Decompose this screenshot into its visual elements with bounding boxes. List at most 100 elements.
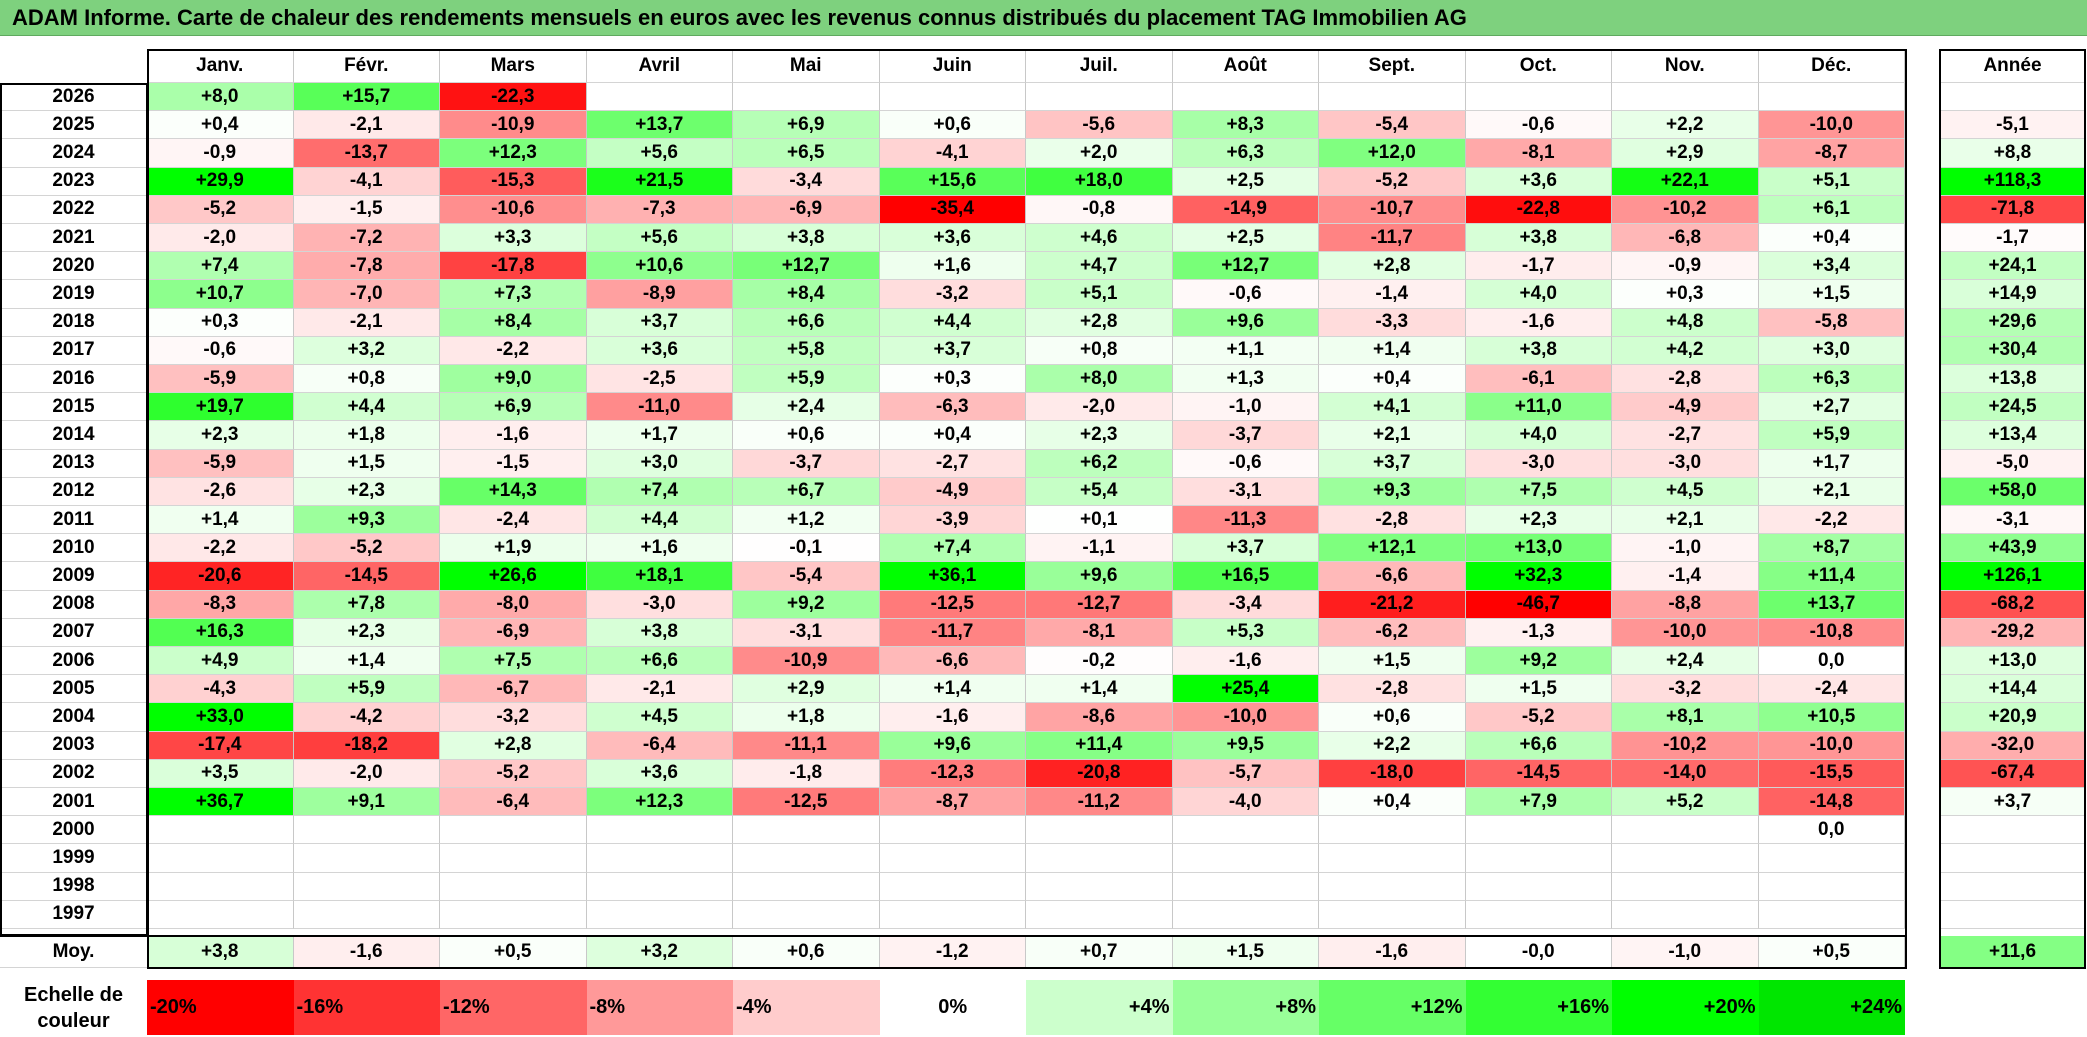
heatmap-cell: +9,3 — [293, 506, 440, 535]
color-scale-step: +8% — [1172, 980, 1319, 1035]
heatmap-cell: -5,2 — [293, 534, 440, 563]
heatmap-cell: -0,2 — [1026, 647, 1173, 676]
annual-cell: +8,8 — [1940, 139, 2086, 168]
heatmap-cell: +18,1 — [586, 562, 733, 591]
heatmap-cell: -5,2 — [1465, 703, 1612, 732]
heatmap-cell: +25,4 — [1172, 675, 1319, 704]
heatmap-cell: -18,2 — [293, 731, 440, 760]
heatmap-cell — [1172, 83, 1319, 112]
heatmap-cell: -2,2 — [1758, 506, 1905, 535]
heatmap-cell: +19,7 — [147, 393, 294, 422]
row-year-label: 2019 — [0, 280, 147, 309]
heatmap-cell: +11,4 — [1026, 731, 1173, 760]
heatmap-cell — [586, 83, 733, 112]
annual-cell: +13,8 — [1940, 365, 2086, 394]
heatmap-cell: -21,2 — [1319, 590, 1466, 619]
heatmap-cell: -12,5 — [879, 590, 1026, 619]
heatmap-cell — [586, 900, 733, 929]
heatmap-cell: -7,2 — [293, 224, 440, 253]
annual-cell — [1940, 900, 2086, 929]
heatmap-cell: -12,7 — [1026, 590, 1173, 619]
heatmap-cell: -5,9 — [147, 449, 294, 478]
row-year-label: 2002 — [0, 759, 147, 788]
heatmap-cell: -4,2 — [293, 703, 440, 732]
heatmap-cell: -35,4 — [879, 195, 1026, 224]
heatmap-cell: +9,6 — [879, 731, 1026, 760]
row-year-label: 2003 — [0, 731, 147, 760]
heatmap-cell: +2,4 — [1612, 647, 1759, 676]
heatmap-cell: +0,1 — [1026, 506, 1173, 535]
heatmap-cell: +8,0 — [147, 83, 294, 112]
heatmap-cell — [440, 900, 587, 929]
annual-cell: +29,6 — [1940, 308, 2086, 337]
heatmap-cell: +13,0 — [1465, 534, 1612, 563]
row-year-label: 2016 — [0, 365, 147, 394]
heatmap-cell: +0,4 — [1319, 788, 1466, 817]
heatmap-cell: -2,0 — [293, 759, 440, 788]
heatmap-cell: +1,6 — [586, 534, 733, 563]
column-header: Mars — [440, 49, 587, 83]
row-year-label: 1998 — [0, 872, 147, 901]
annual-cell: +58,0 — [1940, 477, 2086, 506]
heatmap-cell: +8,4 — [440, 308, 587, 337]
row-year-label: 2011 — [0, 506, 147, 535]
heatmap-cell: -15,3 — [440, 167, 587, 196]
heatmap-cell: +0,6 — [879, 111, 1026, 140]
heatmap-cell: +6,2 — [1026, 449, 1173, 478]
heatmap-cell — [879, 83, 1026, 112]
heatmap-cell: +4,0 — [1465, 280, 1612, 309]
heatmap-cell: +1,1 — [1172, 336, 1319, 365]
heatmap-cell: -10,2 — [1612, 731, 1759, 760]
heatmap-cell: -0,6 — [1172, 280, 1319, 309]
average-cell: +1,5 — [1172, 936, 1319, 968]
heatmap-cell: +3,8 — [586, 618, 733, 647]
heatmap-cell: -0,6 — [1465, 111, 1612, 140]
heatmap-cell: +2,5 — [1172, 224, 1319, 253]
heatmap-cell: -6,9 — [440, 618, 587, 647]
heatmap-cell — [586, 816, 733, 845]
heatmap-cell: +1,8 — [733, 703, 880, 732]
heatmap-cell: -1,4 — [1319, 280, 1466, 309]
heatmap-cell: +4,0 — [1465, 421, 1612, 450]
heatmap-cell: +8,3 — [1172, 111, 1319, 140]
heatmap-cell: +2,3 — [1026, 421, 1173, 450]
heatmap-cell: +2,2 — [1612, 111, 1759, 140]
heatmap-cell — [293, 816, 440, 845]
heatmap-cell: -0,9 — [147, 139, 294, 168]
heatmap-cell: +1,5 — [1319, 647, 1466, 676]
heatmap-cell: -6,4 — [440, 788, 587, 817]
heatmap-cell: +0,8 — [293, 365, 440, 394]
row-year-label: 2010 — [0, 534, 147, 563]
heatmap-cell: +5,4 — [1026, 477, 1173, 506]
row-year-label: 2026 — [0, 83, 147, 112]
heatmap-cell — [1172, 872, 1319, 901]
heatmap-cell: -1,6 — [1172, 647, 1319, 676]
heatmap-cell: -3,1 — [1172, 477, 1319, 506]
heatmap-cell: -2,2 — [440, 336, 587, 365]
annual-cell: +30,4 — [1940, 336, 2086, 365]
heatmap-cell: -7,0 — [293, 280, 440, 309]
heatmap-cell: -11,7 — [1319, 224, 1466, 253]
color-scale-step: +24% — [1758, 980, 1905, 1035]
heatmap-cell: -1,5 — [440, 449, 587, 478]
heatmap-cell — [1026, 872, 1173, 901]
heatmap-cell: +4,8 — [1612, 308, 1759, 337]
color-scale-step: -16% — [293, 980, 440, 1035]
heatmap-cell: +1,6 — [879, 252, 1026, 281]
heatmap-cell: +10,6 — [586, 252, 733, 281]
annual-cell: +126,1 — [1940, 562, 2086, 591]
heatmap-cell — [1026, 83, 1173, 112]
heatmap-cell: -3,2 — [1612, 675, 1759, 704]
heatmap-cell: +4,9 — [147, 647, 294, 676]
heatmap-cell: +3,2 — [293, 336, 440, 365]
heatmap-cell: +0,4 — [147, 111, 294, 140]
heatmap-cell: -4,3 — [147, 675, 294, 704]
heatmap-cell: +11,4 — [1758, 562, 1905, 591]
heatmap-cell — [147, 844, 294, 873]
heatmap-cell: -2,7 — [879, 449, 1026, 478]
heatmap-cell — [293, 872, 440, 901]
row-year-label: 2008 — [0, 590, 147, 619]
heatmap-cell: -22,8 — [1465, 195, 1612, 224]
heatmap-cell: -3,9 — [879, 506, 1026, 535]
